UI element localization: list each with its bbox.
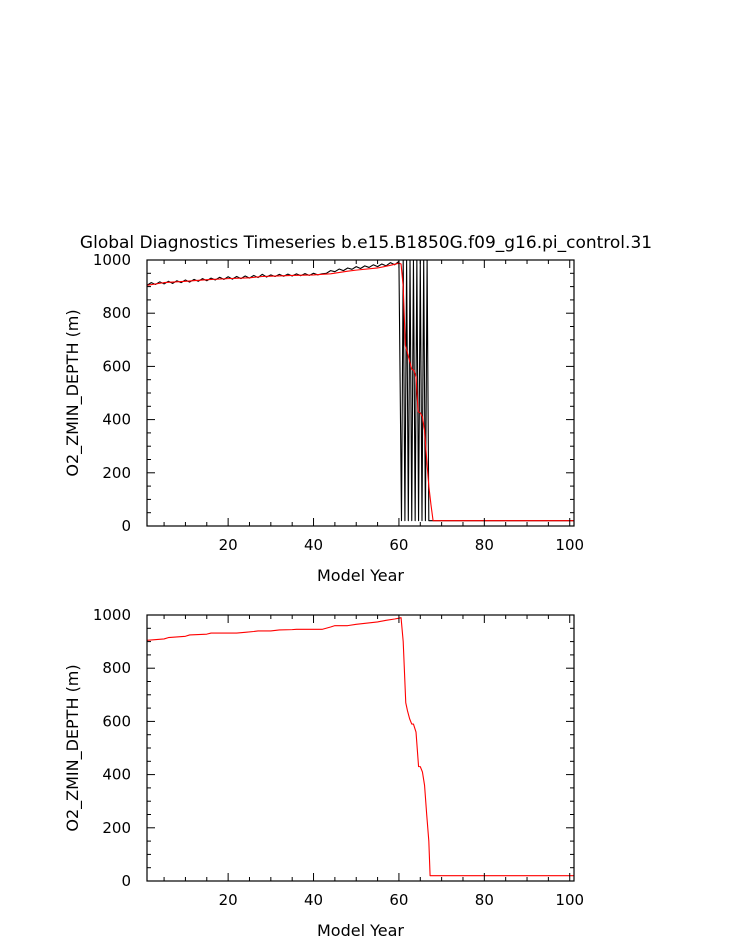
y-tick-label: 200 — [102, 464, 131, 482]
y-tick-label: 1000 — [93, 606, 131, 624]
plot-frame — [146, 614, 575, 882]
x-tick-label: 100 — [555, 536, 584, 554]
x-axis-label: Model Year — [317, 921, 404, 940]
series-line-0 — [147, 617, 574, 877]
y-tick-label: 200 — [102, 819, 131, 837]
series-line-annual — [147, 262, 574, 522]
tick-marks — [147, 614, 574, 882]
y-tick-label: 800 — [102, 659, 131, 677]
x-tick-label: 20 — [219, 536, 238, 554]
y-tick-label: 400 — [102, 766, 131, 784]
y-tick-label: 600 — [102, 712, 131, 730]
y-tick-label: 400 — [102, 411, 131, 429]
y-tick-label: 800 — [102, 304, 131, 322]
x-tick-label: 60 — [389, 536, 408, 554]
tick-marks — [147, 259, 574, 527]
y-tick-label: 0 — [121, 872, 131, 890]
y-tick-label: 0 — [121, 517, 131, 535]
y-axis-label: O2_ZMIN_DEPTH (m) — [63, 664, 83, 831]
plot-frame — [146, 259, 575, 527]
x-tick-label: 100 — [555, 891, 584, 909]
x-axis-label: Model Year — [317, 566, 404, 585]
data-lines — [147, 617, 574, 877]
x-tick-label: 60 — [389, 891, 408, 909]
y-tick-label: 600 — [102, 357, 131, 375]
y-tick-label: 1000 — [93, 251, 131, 269]
y-axis-label: O2_ZMIN_DEPTH (m) — [63, 309, 83, 476]
x-tick-label: 40 — [304, 536, 323, 554]
figure-title: Global Diagnostics Timeseries b.e15.B185… — [80, 233, 652, 253]
x-tick-label: 80 — [475, 891, 494, 909]
x-tick-label: 40 — [304, 891, 323, 909]
data-lines — [147, 260, 574, 522]
x-tick-label: 80 — [475, 536, 494, 554]
x-tick-label: 20 — [219, 891, 238, 909]
series-line-monthly — [147, 260, 574, 522]
